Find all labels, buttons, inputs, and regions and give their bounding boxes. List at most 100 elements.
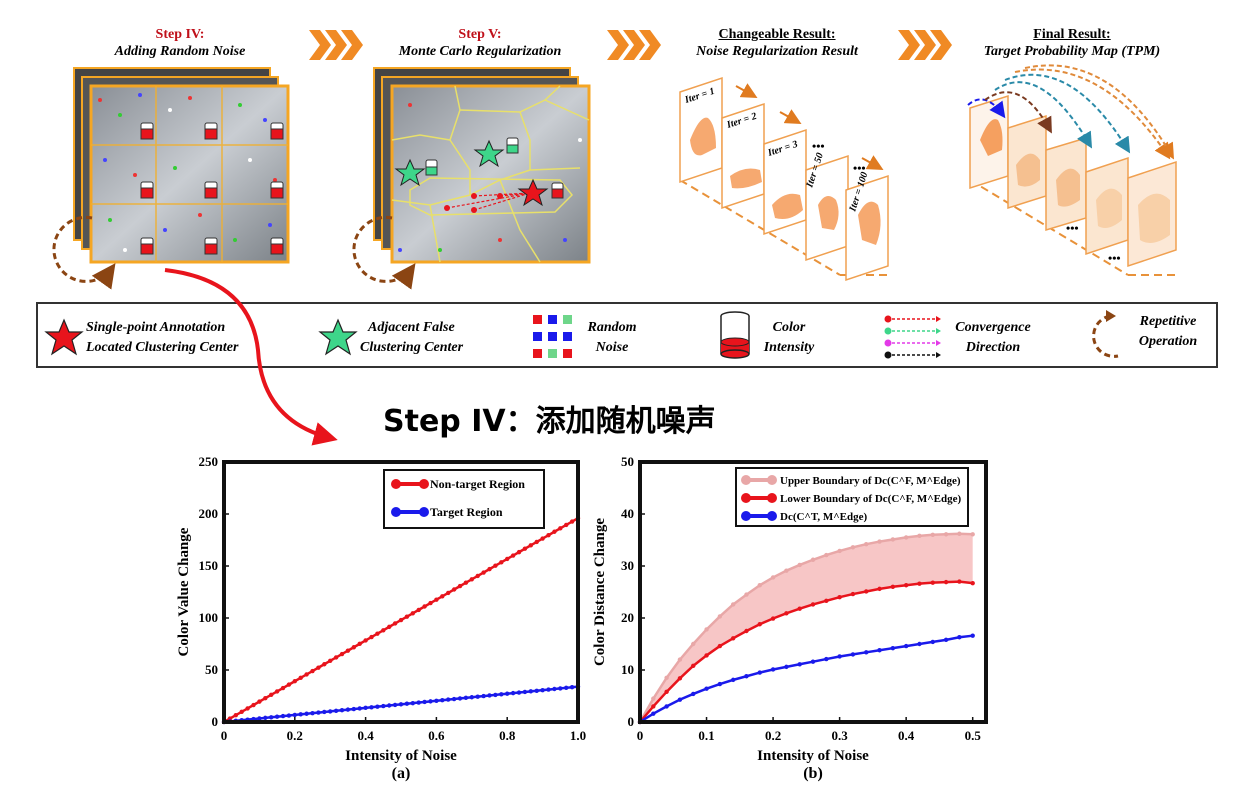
y-tick-label: 250 <box>199 454 219 469</box>
data-point <box>410 611 415 616</box>
data-point <box>877 539 882 544</box>
data-point <box>463 695 469 701</box>
data-point <box>381 628 386 633</box>
data-point <box>351 706 356 712</box>
data-point <box>274 689 280 694</box>
data-point <box>943 579 949 585</box>
data-point <box>304 711 309 716</box>
data-point <box>446 590 451 596</box>
legend-color-intensity-line2: Intensity <box>763 340 815 355</box>
y-axis-label: Color Value Change <box>176 527 192 656</box>
chart-b: 0 0.1 0.2 0.3 0.4 0.5 0 10 20 30 40 50 Intensity of … <box>592 454 988 782</box>
data-point <box>387 703 392 708</box>
data-point <box>457 696 463 701</box>
data-point <box>810 557 816 562</box>
tpm-panels: ••• ••• <box>967 64 1177 276</box>
data-point <box>487 693 492 698</box>
legend-entry: Lower Boundary of Dc(C^F, M^Edge) <box>780 493 961 505</box>
data-point <box>510 690 516 696</box>
legend-annotation-line1: Single-point Annotation <box>86 320 226 335</box>
data-point <box>516 690 522 695</box>
noise-grid-icon <box>533 315 572 358</box>
ellipsis-4: ••• <box>1108 251 1121 265</box>
data-point <box>744 674 749 679</box>
legend-frame <box>383 469 545 529</box>
red-star-icon <box>517 178 549 207</box>
data-point <box>434 597 439 602</box>
data-point <box>890 645 896 651</box>
data-point <box>864 650 869 655</box>
data-point <box>369 634 374 640</box>
data-point <box>797 662 802 667</box>
data-point <box>770 616 776 621</box>
data-point <box>333 655 339 660</box>
data-point <box>469 695 474 700</box>
data-point <box>481 570 486 575</box>
changeable-title: Changeable Result: Noise Regularization … <box>672 26 882 60</box>
data-point <box>534 539 539 545</box>
data-point <box>292 679 297 684</box>
data-point <box>375 631 380 636</box>
data-point <box>257 716 262 721</box>
chevron-arrows-1 <box>309 30 363 60</box>
legend-swatch-dot <box>419 507 429 517</box>
data-point <box>970 580 975 586</box>
data-point <box>569 519 575 524</box>
data-point <box>564 522 569 528</box>
data-point <box>333 708 339 714</box>
data-point <box>310 710 315 716</box>
section-subheading: Step IV：添加随机噪声 <box>383 404 716 439</box>
legend-repetitive-line1: Repetitive <box>1139 314 1197 329</box>
data-point <box>428 600 433 606</box>
data-point <box>810 659 816 664</box>
data-point <box>392 621 398 626</box>
data-point <box>416 607 421 613</box>
panel-label: (b) <box>803 765 823 782</box>
step5-label: Step V: <box>458 27 502 42</box>
data-point <box>375 704 380 709</box>
y-tick-label: 50 <box>621 454 634 469</box>
data-point <box>890 584 896 589</box>
final-title: Final Result: Target Probability Map (TP… <box>962 26 1182 60</box>
chevron-arrows-3 <box>898 30 952 60</box>
x-tick-label: 0.4 <box>898 728 915 743</box>
data-point <box>410 700 415 706</box>
data-point <box>797 562 802 568</box>
noise-image-stack <box>52 67 290 290</box>
data-point <box>286 682 292 687</box>
data-point <box>257 699 262 704</box>
data-point <box>328 658 333 664</box>
data-point <box>784 664 789 670</box>
data-point <box>280 685 286 691</box>
data-point <box>837 548 842 554</box>
data-point <box>516 549 522 555</box>
data-point <box>357 641 362 647</box>
color-intensity-icons <box>140 122 284 255</box>
ellipsis-3: ••• <box>1066 221 1079 235</box>
legend-color-intensity: Color Intensity <box>758 318 820 358</box>
data-point <box>903 643 909 649</box>
data-point <box>363 705 368 711</box>
changeable-subtitle: Noise Regularization Result <box>696 44 858 59</box>
red-star-icon <box>44 318 84 356</box>
data-point <box>487 566 492 572</box>
step4-subtitle: Adding Random Noise <box>114 44 246 59</box>
legend-annotation-line2: Located Clustering Center <box>86 340 239 355</box>
data-point <box>528 543 533 548</box>
y-tick-label: 30 <box>621 558 634 573</box>
legend-entry: Target Region <box>430 505 503 519</box>
red-connector-arrow <box>164 268 338 446</box>
data-point <box>943 532 949 537</box>
data-point <box>540 687 545 693</box>
x-tick-label: 0.8 <box>499 728 516 743</box>
y-tick-label: 40 <box>621 506 634 521</box>
data-point <box>463 580 469 585</box>
data-point <box>398 702 404 707</box>
data-point <box>339 708 345 713</box>
convergence-arrows-icon <box>884 315 941 359</box>
data-point <box>810 602 816 607</box>
data-point <box>499 560 504 565</box>
data-point <box>363 638 368 643</box>
data-point <box>917 581 922 586</box>
repeat-arrow-icon <box>1092 310 1119 358</box>
